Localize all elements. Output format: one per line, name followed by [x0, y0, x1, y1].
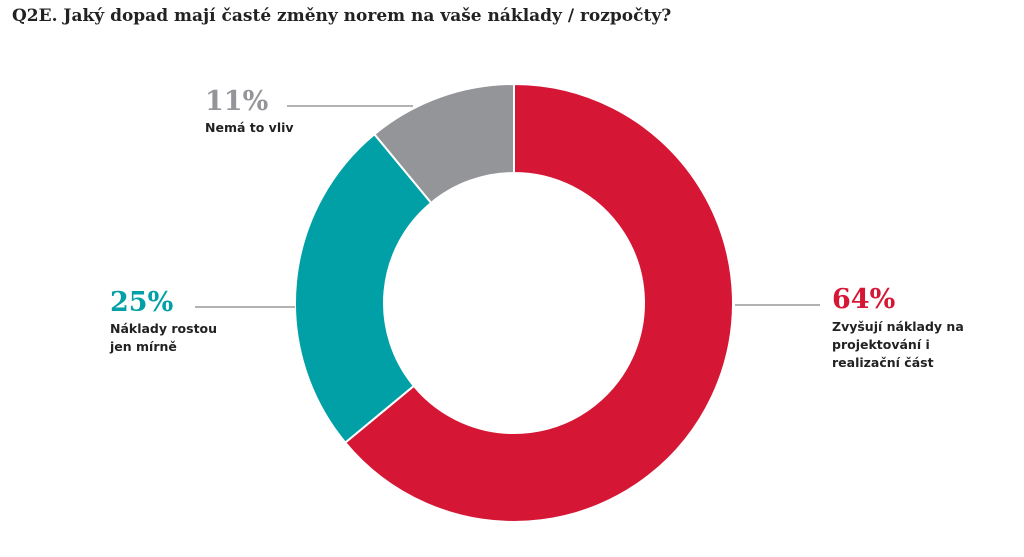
category-label: Zvyšují náklady na projektování i realiz… [832, 319, 964, 370]
chart-title: Q2E. Jaký dopad mají časté změny norem n… [12, 6, 672, 26]
category-label: Náklady rostou jen mírně [110, 321, 218, 354]
donut-segment [294, 132, 433, 445]
value-label: 11% [205, 86, 269, 117]
value-label: 64% [832, 284, 896, 315]
value-label: 25% [110, 287, 174, 318]
donut-segment [372, 82, 515, 205]
category-label: Nemá to vliv [205, 120, 294, 135]
donut-segment [343, 82, 734, 523]
